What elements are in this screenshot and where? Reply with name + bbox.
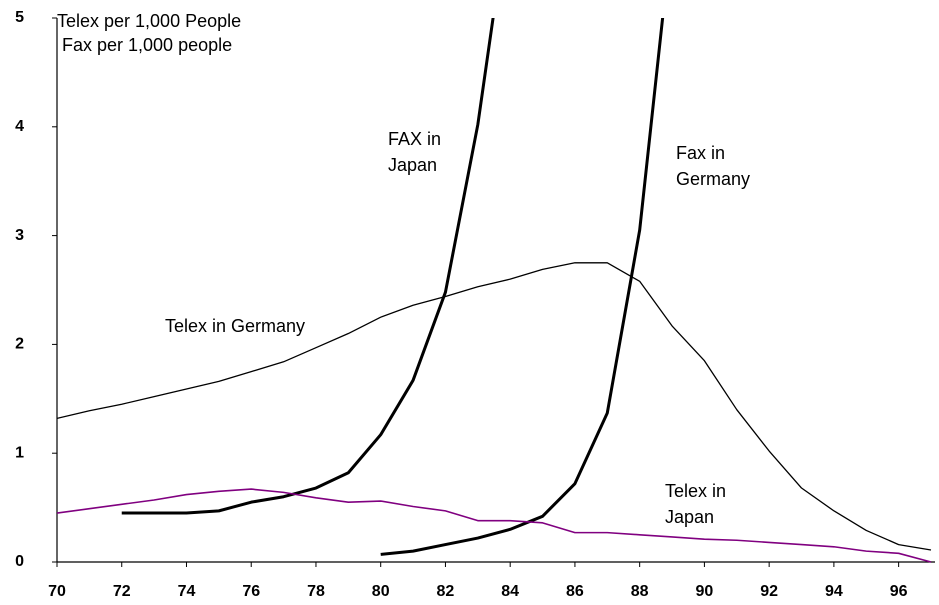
series-label: FAX in Japan [388, 129, 442, 175]
x-tick-label: 76 [242, 583, 260, 600]
series-line [380, 18, 665, 556]
series-label: Telex in Germany [165, 316, 306, 336]
x-tick-label: 86 [566, 583, 584, 600]
x-tick-label: 70 [48, 583, 66, 600]
x-tick-label: 84 [501, 583, 519, 600]
x-tick-label: 74 [178, 583, 196, 600]
plot-area [57, 18, 932, 563]
x-tick-label: 88 [631, 583, 649, 600]
y-tick-label: 3 [15, 227, 24, 244]
series-line [57, 262, 932, 551]
chart-subtitle: Fax per 1,000 people [62, 35, 233, 55]
x-tick-label: 90 [696, 583, 714, 600]
y-tick-label: 4 [15, 118, 24, 135]
x-tick-label: 82 [437, 583, 455, 600]
y-tick-label: 5 [15, 9, 24, 26]
y-tick-label: 1 [15, 444, 24, 461]
y-tick-label: 2 [15, 336, 24, 353]
x-tick-label: 92 [760, 583, 778, 600]
x-tick-label: 80 [372, 583, 390, 600]
series-label: Fax in Germany [676, 143, 751, 189]
series-label: Telex in Japan [665, 481, 727, 527]
x-tick-label: 78 [307, 583, 325, 600]
x-tick-label: 72 [113, 583, 131, 600]
x-tick-label: 96 [890, 583, 908, 600]
series-line [121, 18, 495, 515]
y-tick-label: 0 [15, 553, 24, 570]
chart-title: Telex per 1,000 People [57, 11, 242, 31]
series-line [57, 488, 932, 563]
x-tick-label: 94 [825, 583, 843, 600]
